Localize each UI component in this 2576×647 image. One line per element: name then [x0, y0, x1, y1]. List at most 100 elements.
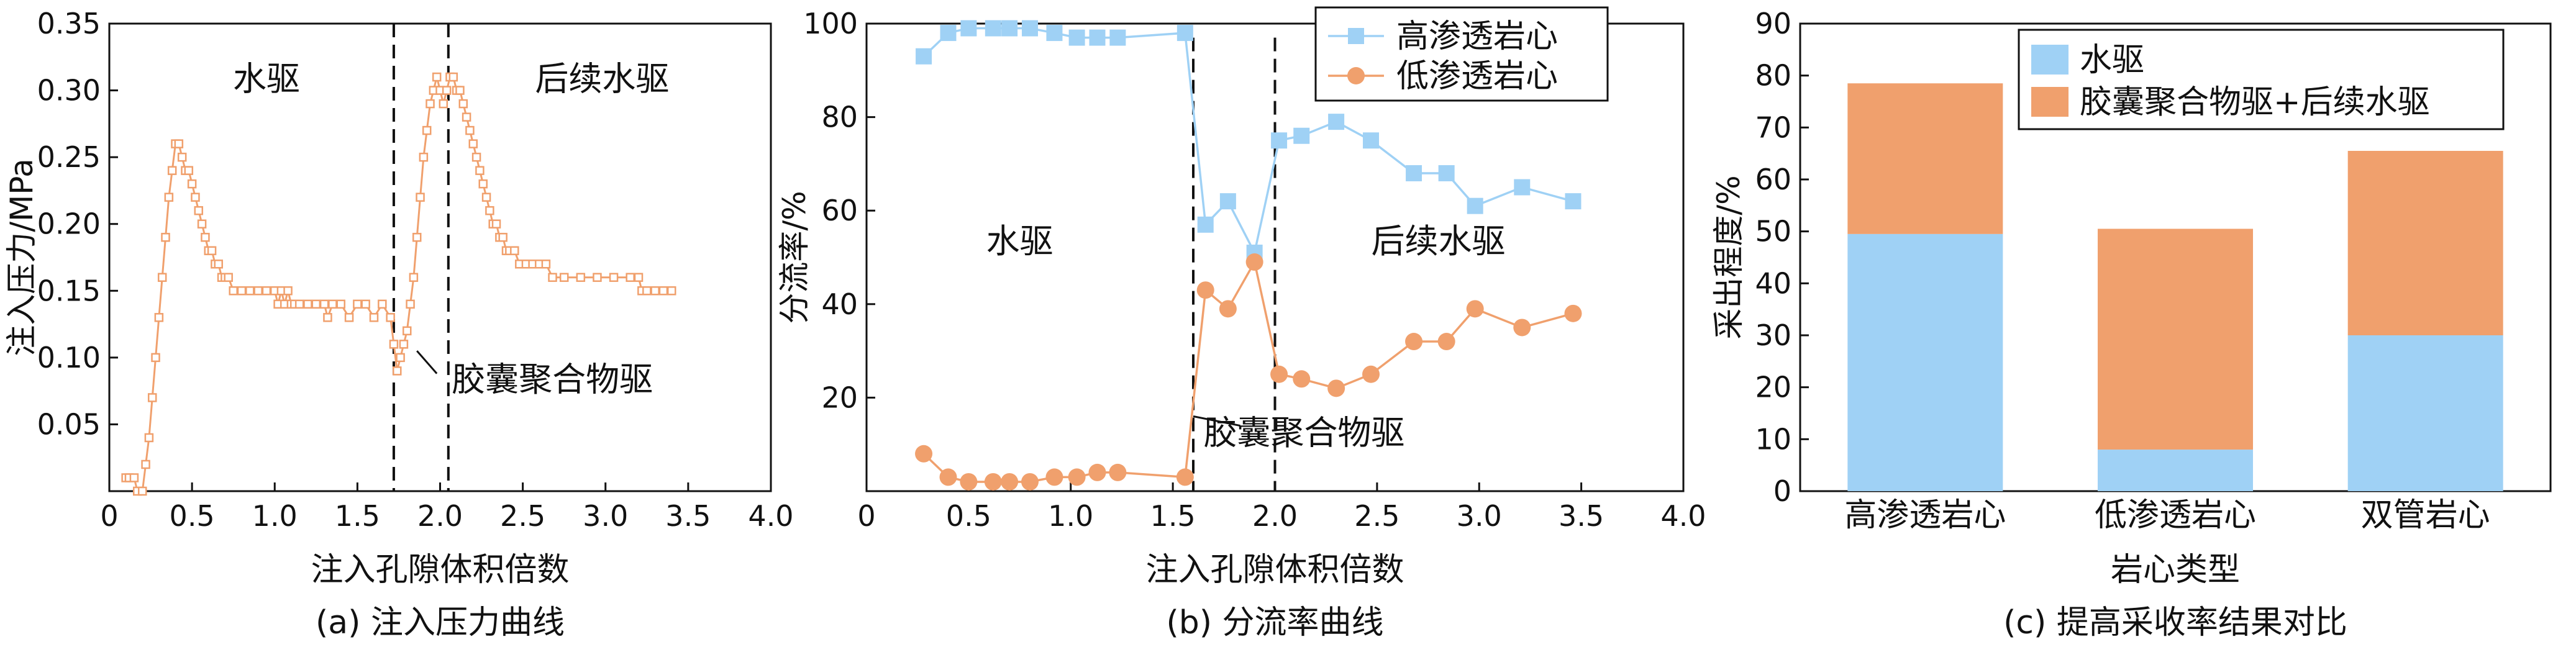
data-point-high [1001, 20, 1018, 37]
data-point-high [1089, 29, 1106, 46]
data-point-low [1564, 304, 1582, 322]
data-point-pressure [448, 72, 458, 82]
data-point-pressure [141, 459, 150, 469]
data-point-pressure [311, 299, 321, 309]
data-point-pressure [409, 273, 419, 283]
data-point-pressure [177, 152, 187, 162]
data-point-pressure [201, 232, 210, 242]
legend-label-b: 低渗透岩心 [1396, 58, 1558, 95]
data-point-high [1197, 216, 1214, 233]
data-point-pressure [184, 166, 194, 175]
label-capsule-polymer-a: 胶囊聚合物驱 [452, 360, 653, 399]
data-point-pressure [262, 286, 271, 296]
data-point-pressure [412, 232, 422, 242]
data-point-pressure [151, 353, 160, 363]
caption-c: (c) 提高采收率结果对比 [2003, 604, 2347, 641]
x-tick-label-b: 1.5 [1150, 499, 1196, 533]
x-axis-label-a: 注入孔隙体积倍数 [311, 551, 569, 589]
data-point-high [1022, 20, 1038, 37]
bar-segment-polymer [2347, 150, 2503, 335]
pressure-chart: 0 0.5 1.0 1.5 2.0 2.5 3.0 3.5 4.0 0.05 0.10 0.15 0.2… [4, 7, 794, 641]
legend-label-c: 胶囊聚合物驱+后续水驱 [2080, 84, 2430, 121]
data-point-high [1406, 165, 1422, 181]
y-tick-label-c: 40 [1755, 266, 1791, 300]
data-point-pressure [439, 99, 448, 109]
x-tick-label-b: 4.0 [1660, 499, 1706, 533]
data-point-low [1109, 463, 1127, 481]
x-tick-label-a: 2.0 [417, 499, 463, 533]
y-tick-label-a: 0.30 [37, 74, 101, 107]
caption-b: (b) 分流率曲线 [1166, 604, 1383, 641]
y-tick-label-c: 90 [1755, 7, 1791, 40]
data-point-pressure [197, 219, 207, 228]
data-point-pressure [541, 260, 551, 269]
data-point-high [1068, 29, 1085, 46]
data-point-pressure [626, 273, 635, 283]
data-point-pressure [422, 125, 432, 135]
x-tick-label-b: 2.5 [1354, 499, 1400, 533]
y-tick-label-b: 80 [821, 101, 858, 134]
legend-swatch-water [2031, 45, 2069, 75]
data-point-pressure [161, 232, 170, 242]
legend-marker-high [1348, 28, 1364, 44]
data-point-pressure [147, 393, 157, 402]
legend-label-c: 水驱 [2080, 42, 2144, 79]
data-point-pressure [559, 273, 569, 283]
y-tick-label-a: 0.05 [37, 407, 101, 441]
data-point-pressure [138, 486, 147, 496]
data-point-pressure [167, 166, 177, 175]
data-point-high [1046, 25, 1063, 42]
y-tick-label-b: 100 [803, 7, 858, 40]
data-point-pressure [319, 299, 329, 309]
leader-line-b [1193, 415, 1240, 427]
x-category-label-c: 双管岩心 [2361, 497, 2490, 534]
data-point-low [915, 445, 933, 463]
data-point-pressure [455, 86, 465, 95]
data-point-low [960, 473, 978, 491]
x-tick-label-a: 2.5 [500, 499, 545, 533]
data-point-high [1176, 25, 1193, 42]
data-point-pressure [403, 326, 412, 336]
bar-segment-polymer [1847, 83, 2003, 234]
bar-segment-polymer [2098, 228, 2253, 450]
y-axis-label-a: 注入压力/MPa [4, 158, 40, 356]
data-point-pressure [344, 313, 354, 322]
data-point-pressure [399, 340, 409, 349]
y-axis-label-c: 采出程度/% [1711, 175, 1747, 339]
data-point-low [984, 473, 1002, 491]
x-tick-label-a: 3.0 [583, 499, 628, 533]
data-point-pressure [328, 299, 337, 309]
data-point-high [1219, 193, 1236, 210]
y-tick-label-c: 50 [1755, 215, 1791, 248]
data-point-pressure [294, 299, 304, 309]
y-tick-label-a: 0.25 [37, 140, 101, 174]
data-point-pressure [481, 192, 491, 202]
bar-segment-water [1847, 233, 2003, 491]
data-point-pressure [187, 179, 197, 189]
data-point-pressure [224, 273, 233, 283]
data-point-low [939, 468, 957, 486]
data-point-pressure [323, 313, 332, 322]
data-point-low [1293, 370, 1311, 388]
label-water-flood-a: 水驱 [233, 60, 300, 99]
x-tick-label-a: 1.5 [335, 499, 380, 533]
x-tick-label-a: 0.5 [170, 499, 215, 533]
data-point-pressure [378, 299, 387, 309]
legend-box-b [1314, 6, 1609, 102]
data-point-pressure [658, 286, 668, 296]
y-tick-label-c: 60 [1755, 163, 1791, 196]
data-point-pressure [369, 313, 379, 322]
data-point-pressure [406, 299, 415, 309]
data-point-pressure [174, 139, 184, 148]
data-point-pressure [432, 72, 442, 82]
data-point-pressure [194, 206, 204, 215]
data-point-pressure [498, 232, 507, 242]
data-point-pressure [634, 273, 644, 283]
data-point-high [1293, 127, 1310, 144]
y-axis-label-b: 分流率/% [776, 191, 812, 324]
data-point-pressure [465, 125, 475, 135]
data-point-high [1328, 114, 1345, 130]
data-point-pressure [485, 206, 494, 215]
data-point-pressure [442, 86, 452, 95]
